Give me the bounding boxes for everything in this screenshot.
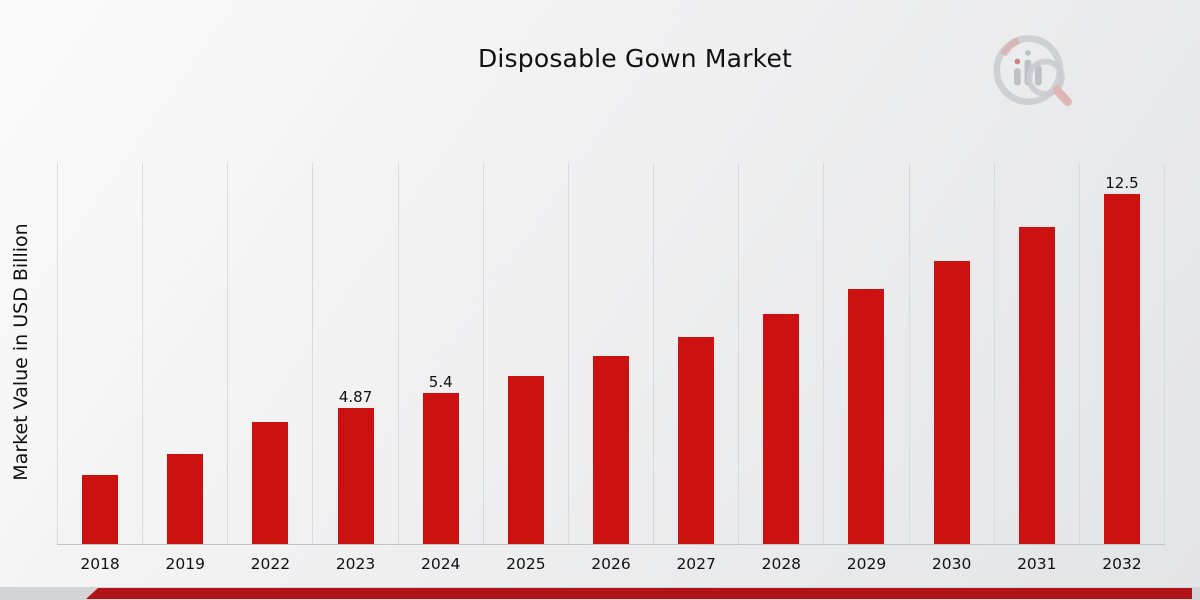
bar-column: 2022 xyxy=(228,163,314,573)
bar xyxy=(82,475,119,544)
bar xyxy=(848,289,885,544)
x-tick-label: 2026 xyxy=(591,555,631,573)
x-tick-label: 2030 xyxy=(931,555,972,573)
x-tick-label: 2028 xyxy=(761,555,802,573)
chart-title: Disposable Gown Market xyxy=(477,44,793,73)
bar xyxy=(422,392,459,544)
x-tick-label: 2018 xyxy=(80,555,120,573)
bar-chart-magnifier-icon xyxy=(993,35,1072,106)
bar-column: 2026 xyxy=(569,163,655,573)
bar xyxy=(252,422,289,544)
x-tick-label: 2025 xyxy=(506,555,546,573)
x-tick-label: 2029 xyxy=(846,555,887,573)
bar xyxy=(167,454,204,544)
bar xyxy=(507,375,544,544)
x-tick-label: 2031 xyxy=(1017,555,1057,573)
bar xyxy=(1103,193,1140,544)
bar-column: 12.5 2032 xyxy=(1080,163,1166,573)
bar-column: 4.87 2023 xyxy=(313,163,399,573)
plot-area: 2018 2019 2022 4.87 2023 5.4 2024 2025 2026 2027 2… xyxy=(57,163,1166,573)
bar-column: 5.4 2024 xyxy=(399,163,484,573)
bar-value-label: 5.4 xyxy=(428,372,453,391)
bar-value-label: 12.5 xyxy=(1105,173,1139,192)
bar-column: 2025 xyxy=(484,163,569,573)
x-tick-label: 2032 xyxy=(1102,555,1142,573)
bar-column: 2028 xyxy=(739,163,825,573)
bar-column: 2019 xyxy=(143,163,229,573)
bar xyxy=(763,314,800,544)
bar-column: 2030 xyxy=(910,163,995,573)
x-tick-label: 2019 xyxy=(165,555,205,573)
brand-logo xyxy=(988,30,1084,116)
x-tick-label: 2022 xyxy=(250,555,291,573)
bar xyxy=(933,261,970,544)
bar-column: 2027 xyxy=(654,163,740,573)
y-axis-label: Market Value in USD Billion xyxy=(10,223,32,481)
bar xyxy=(1018,227,1055,544)
bottom-red-bar xyxy=(86,588,1192,599)
bar xyxy=(593,356,630,544)
bar xyxy=(337,407,374,544)
bar-column: 2018 xyxy=(58,163,144,573)
x-tick-label: 2023 xyxy=(335,555,376,573)
x-tick-label: 2024 xyxy=(420,555,461,573)
x-tick-label: 2027 xyxy=(676,555,716,573)
bar-value-label: 4.87 xyxy=(338,387,373,406)
bar-column: 2031 xyxy=(995,163,1080,573)
bar-column: 2029 xyxy=(824,163,910,573)
bar xyxy=(678,336,715,544)
